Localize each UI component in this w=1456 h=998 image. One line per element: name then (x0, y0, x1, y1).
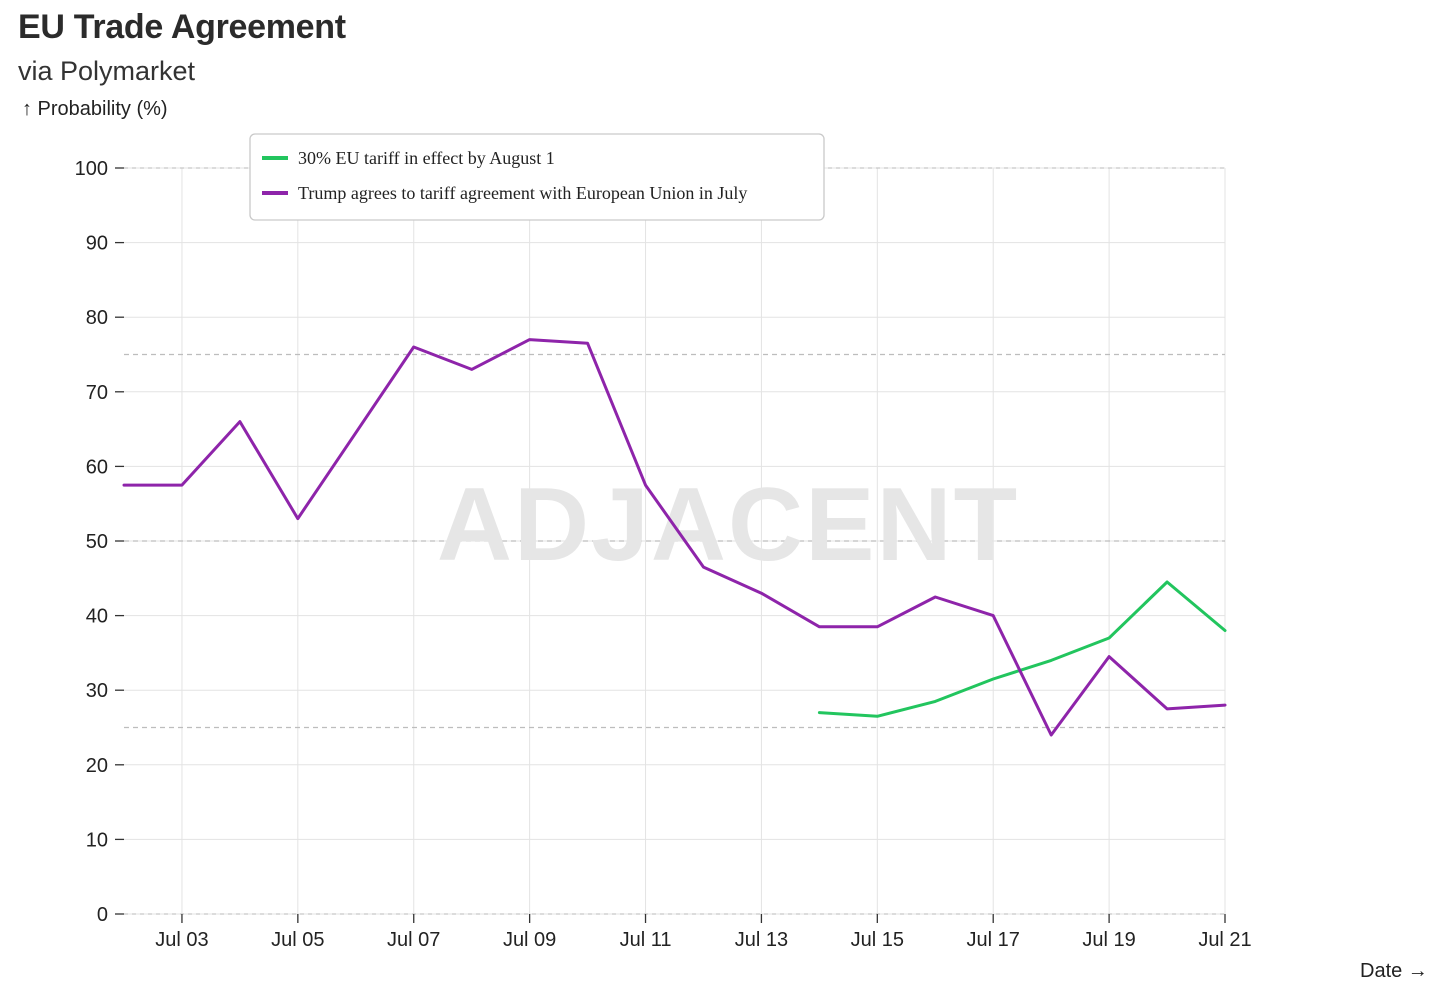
x-tick-label: Jul 11 (620, 929, 672, 951)
x-tick-label: Jul 21 (1198, 929, 1251, 951)
series-lines (122, 338, 1227, 737)
x-tick-label: Jul 17 (967, 929, 1020, 951)
y-tick-label: 20 (86, 755, 108, 777)
y-tick-label: 40 (86, 606, 108, 628)
x-tick-label: Jul 19 (1082, 929, 1135, 951)
series-line-1 (817, 580, 1227, 718)
x-tick-label: Jul 03 (155, 929, 208, 951)
y-tick-label: 70 (86, 382, 108, 404)
legend-label-1: 30% EU tariff in effect by August 1 (298, 148, 555, 168)
y-tick-label: 80 (86, 307, 108, 329)
y-tick-label: 90 (86, 233, 108, 255)
legend-box (249, 133, 825, 221)
legend: 30% EU tariff in effect by August 1 Trump… (249, 133, 825, 221)
x-tick-label: Jul 15 (851, 929, 904, 951)
y-tick-label: 60 (86, 456, 108, 478)
axes: 0 10 20 30 40 50 60 70 80 90 100 Jul 03 Jul 05 Jul 07… (75, 158, 1252, 951)
x-tick-label: Jul 13 (735, 929, 788, 951)
legend-label-2: Trump agrees to tariff agreement with Eu… (298, 183, 747, 203)
series-line-2 (122, 338, 1227, 737)
y-tick-label: 10 (86, 829, 108, 851)
x-tick-label: Jul 05 (271, 929, 324, 951)
x-tick-label: Jul 09 (503, 929, 556, 951)
y-tick-label: 50 (86, 531, 108, 553)
x-axis-label: Date → (1360, 960, 1428, 982)
y-tick-label: 0 (97, 904, 108, 926)
grid (124, 167, 1226, 915)
y-axis-label: ↑ Probability (%) (22, 98, 168, 120)
chart-subtitle: via Polymarket (18, 56, 196, 86)
y-tick-label: 100 (75, 158, 108, 180)
x-tick-label: Jul 07 (387, 929, 440, 951)
y-tick-label: 30 (86, 680, 108, 702)
chart-title: EU Trade Agreement (18, 8, 346, 46)
watermark: ADJACENT (437, 467, 1019, 583)
